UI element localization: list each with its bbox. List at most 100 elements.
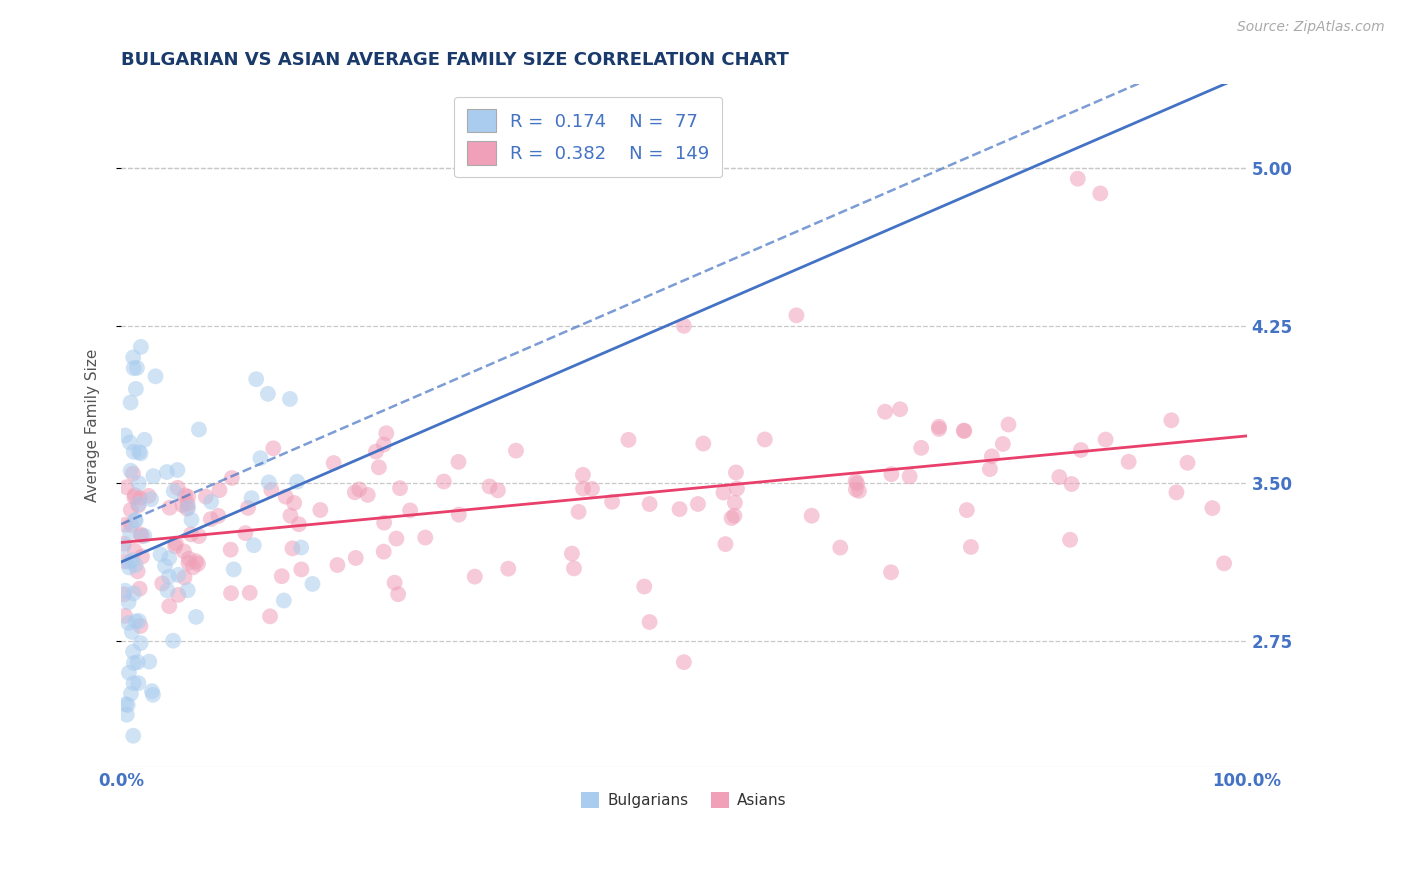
Point [880,566,903,580]
Point [600,494,623,508]
Point [124,513,146,527]
Point [1213,557,1236,571]
Point [283,496,305,510]
Point [447,455,470,469]
Point [127,676,149,690]
Point [239,586,262,600]
Point [638,497,661,511]
Point [447,508,470,522]
Point [800,508,823,523]
Point [322,456,344,470]
Point [177,490,200,504]
Point [1201,501,1223,516]
Point [496,562,519,576]
Point [156,465,179,479]
Point [723,508,745,523]
Point [249,451,271,466]
Point [464,569,486,583]
Point [129,527,152,541]
Point [960,540,983,554]
Point [848,483,870,498]
Point [928,419,950,434]
Point [117,615,139,630]
Point [505,443,527,458]
Point [236,500,259,515]
Point [120,687,142,701]
Point [273,593,295,607]
Point [561,547,583,561]
Point [184,610,207,624]
Point [187,529,209,543]
Point [180,527,202,541]
Point [208,483,231,497]
Point [117,595,139,609]
Point [118,665,141,680]
Point [399,503,422,517]
Point [118,560,141,574]
Point [285,475,308,489]
Point [177,551,200,566]
Point [235,526,257,541]
Point [153,559,176,574]
Point [129,340,152,354]
Point [344,551,367,566]
Point [125,513,148,527]
Point [115,480,138,494]
Point [187,423,209,437]
Point [713,485,735,500]
Point [157,569,180,583]
Point [240,491,263,505]
Point [122,645,145,659]
Point [176,501,198,516]
Point [120,518,142,533]
Point [875,405,897,419]
Point [200,512,222,526]
Point [1059,533,1081,547]
Point [122,586,145,600]
Point [167,588,190,602]
Point [357,488,380,502]
Point [124,488,146,502]
Point [633,580,655,594]
Point [478,479,501,493]
Point [980,450,1002,464]
Point [127,499,149,513]
Point [166,481,188,495]
Point [122,656,145,670]
Point [129,636,152,650]
Point [638,615,661,629]
Point [1090,186,1112,201]
Point [114,697,136,711]
Point [131,549,153,564]
Point [290,562,312,576]
Point [714,537,737,551]
Point [127,564,149,578]
Point [166,463,188,477]
Point [121,624,143,639]
Point [389,481,412,495]
Point [260,483,283,497]
Point [157,551,180,566]
Point [142,469,165,483]
Point [290,541,312,555]
Point [257,475,280,490]
Point [129,619,152,633]
Point [562,561,585,575]
Point [131,529,153,543]
Point [122,676,145,690]
Point [181,560,204,574]
Point [373,544,395,558]
Point [172,498,194,512]
Point [572,482,595,496]
Point [177,556,200,570]
Point [928,422,950,436]
Point [1160,413,1182,427]
Point [159,500,181,515]
Point [125,360,148,375]
Point [1094,433,1116,447]
Point [1177,456,1199,470]
Legend: Bulgarians, Asians: Bulgarians, Asians [575,786,793,814]
Point [274,490,297,504]
Point [281,541,304,556]
Point [280,508,302,523]
